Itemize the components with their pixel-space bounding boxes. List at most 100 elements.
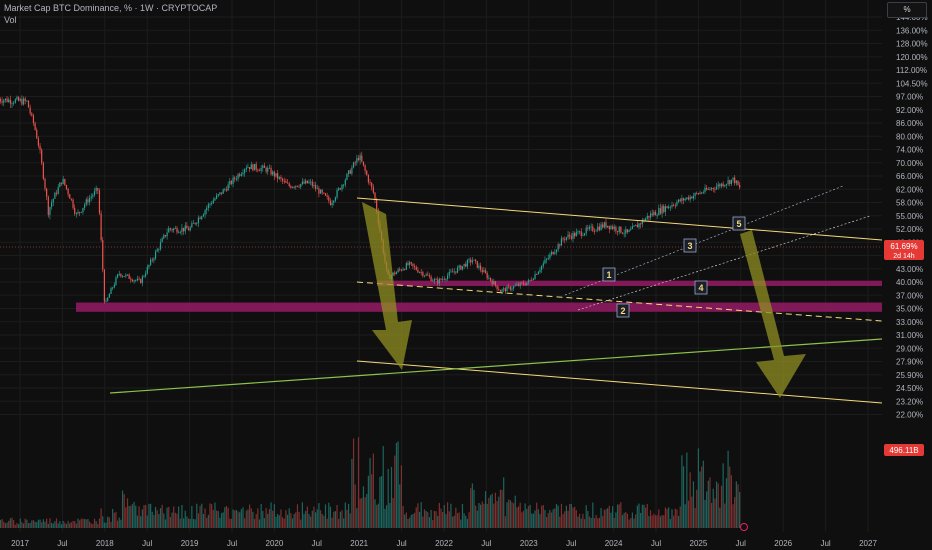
volume-bar bbox=[725, 478, 728, 528]
volume-bar bbox=[21, 522, 23, 528]
candle-body bbox=[315, 185, 317, 189]
volume-bar bbox=[34, 521, 36, 528]
candle-body bbox=[191, 223, 193, 228]
volume-bar bbox=[456, 513, 459, 528]
time-axis[interactable]: 2017 Jul 2018 Jul 2019 Jul 2020 Jul 2021 Jul 2022 J… bbox=[0, 534, 882, 550]
volume-bar bbox=[321, 513, 323, 528]
y-tick-label: 70.00% bbox=[896, 159, 923, 168]
volume-bar bbox=[201, 503, 203, 528]
candle-body bbox=[668, 206, 670, 209]
axis-badges: 61.69% 2d 14h 496.11B bbox=[740, 240, 924, 531]
wave-labels: 1 2 3 4 5 bbox=[602, 216, 746, 318]
candle-body bbox=[227, 184, 229, 191]
volume-bar bbox=[98, 518, 101, 528]
y-tick-label: 128.00% bbox=[896, 40, 928, 49]
candle-body bbox=[93, 191, 96, 196]
event-marker-icon[interactable] bbox=[740, 523, 748, 531]
volume-bar bbox=[498, 496, 500, 528]
volume-bar bbox=[253, 518, 256, 528]
percent-scale-toggle[interactable]: % bbox=[887, 2, 927, 18]
volume-bar bbox=[521, 512, 523, 528]
candle-body bbox=[443, 278, 445, 280]
candle-body bbox=[224, 189, 226, 191]
volume-bar bbox=[125, 507, 127, 528]
x-tick-label: 2026 bbox=[774, 539, 792, 548]
price-axis-bg bbox=[882, 0, 932, 550]
volume-bar bbox=[579, 513, 581, 528]
candle-body bbox=[173, 228, 175, 231]
volume-bar bbox=[354, 484, 356, 528]
volume-bar bbox=[501, 489, 503, 528]
volume-bar bbox=[577, 516, 579, 528]
candle-body bbox=[678, 199, 680, 202]
volume-bar bbox=[526, 508, 528, 528]
price-axis[interactable]: 144.00%136.00%128.00%120.00%112.00%104.5… bbox=[882, 0, 932, 550]
candle-body bbox=[51, 202, 53, 208]
time-axis-bg bbox=[0, 534, 882, 550]
candle-body bbox=[638, 223, 640, 228]
volume-bar bbox=[612, 506, 614, 528]
y-tick-label: 33.00% bbox=[896, 318, 923, 327]
volume-bar bbox=[343, 518, 345, 528]
volume-bar bbox=[458, 512, 460, 528]
candle-body bbox=[610, 226, 612, 229]
volume-bar bbox=[291, 518, 294, 528]
volume-bar bbox=[77, 518, 79, 528]
volume-bar bbox=[709, 477, 711, 528]
volume-bar bbox=[296, 504, 299, 528]
candle-body bbox=[318, 188, 320, 194]
candle-body bbox=[442, 278, 444, 280]
candle-body bbox=[258, 170, 261, 172]
volume-bar bbox=[418, 512, 421, 528]
volume-bar bbox=[610, 512, 612, 528]
volume-bar bbox=[582, 513, 584, 528]
volume-bar bbox=[714, 498, 716, 528]
candle-body bbox=[478, 265, 480, 268]
volume-bar bbox=[211, 504, 213, 528]
candle-body bbox=[701, 192, 703, 194]
volume-bar bbox=[196, 503, 198, 528]
candle-body bbox=[328, 196, 330, 201]
candle-body bbox=[146, 266, 148, 274]
volume-bar bbox=[54, 521, 56, 528]
candle-body bbox=[357, 158, 360, 161]
candle-body bbox=[136, 278, 138, 281]
candle-body bbox=[475, 259, 477, 262]
candle-body bbox=[92, 195, 94, 197]
x-tick-label: 2018 bbox=[96, 539, 114, 548]
volume-bar bbox=[146, 515, 148, 528]
candle-body bbox=[402, 269, 404, 271]
volume-bar bbox=[8, 520, 10, 528]
candle-body bbox=[633, 225, 635, 227]
candle-body bbox=[336, 190, 338, 198]
volume-bar bbox=[420, 502, 422, 528]
candle-body bbox=[541, 265, 543, 270]
candle-body bbox=[430, 276, 432, 281]
volume-bar bbox=[288, 508, 290, 528]
candle-body bbox=[654, 211, 657, 216]
candle-body bbox=[176, 227, 178, 233]
volume-bar bbox=[130, 505, 132, 528]
volume-indicator-label[interactable]: Vol bbox=[4, 15, 17, 25]
candle-body bbox=[410, 262, 412, 264]
candle-body bbox=[739, 185, 741, 188]
volume-bar bbox=[173, 506, 175, 528]
volume-bar bbox=[333, 511, 335, 528]
candle-body bbox=[181, 227, 183, 232]
volume-bar bbox=[392, 497, 394, 528]
x-tick-label: 2021 bbox=[350, 539, 368, 548]
volume-bar bbox=[100, 508, 102, 528]
volume-bar bbox=[301, 502, 303, 528]
candle-body bbox=[11, 103, 13, 105]
volume-bar bbox=[552, 509, 554, 528]
volume-bar bbox=[186, 516, 188, 528]
volume-bar bbox=[463, 513, 465, 528]
volume-bar bbox=[154, 506, 157, 528]
chart-title: Market Cap BTC Dominance, % · 1W · CRYPT… bbox=[4, 3, 218, 13]
volume-bar bbox=[318, 503, 320, 528]
volume-bar bbox=[536, 502, 538, 528]
candle-body bbox=[207, 204, 209, 208]
candle-body bbox=[704, 187, 706, 193]
volume-bar bbox=[143, 505, 145, 528]
